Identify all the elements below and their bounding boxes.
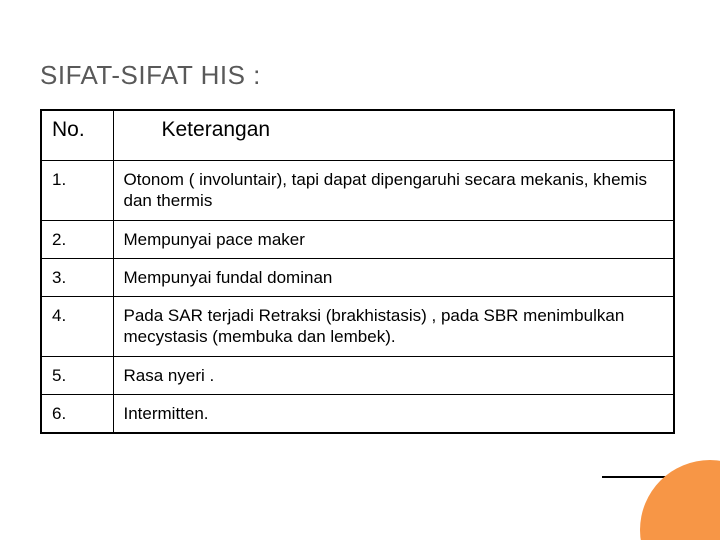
table-row: 3. Mempunyai fundal dominan: [41, 258, 674, 296]
cell-no: 3.: [41, 258, 113, 296]
cell-no: 5.: [41, 356, 113, 394]
col-header-no: No.: [41, 110, 113, 161]
table-row: 1. Otonom ( involuntair), tapi dapat dip…: [41, 161, 674, 221]
cell-no: 4.: [41, 297, 113, 357]
cell-desc: Intermitten.: [113, 394, 674, 433]
accent-line: [602, 476, 720, 478]
table-row: 2. Mempunyai pace maker: [41, 220, 674, 258]
cell-desc: Rasa nyeri .: [113, 356, 674, 394]
accent-circle-icon: [640, 460, 720, 540]
cell-no: 1.: [41, 161, 113, 221]
cell-desc: Mempunyai pace maker: [113, 220, 674, 258]
cell-no: 6.: [41, 394, 113, 433]
table-row: 5. Rasa nyeri .: [41, 356, 674, 394]
table-row: 4. Pada SAR terjadi Retraksi (brakhistas…: [41, 297, 674, 357]
cell-desc: Otonom ( involuntair), tapi dapat dipeng…: [113, 161, 674, 221]
slide: SIFAT-SIFAT HIS : No. Keterangan 1. Oton…: [0, 0, 720, 540]
page-title: SIFAT-SIFAT HIS :: [40, 60, 680, 91]
table-header-row: No. Keterangan: [41, 110, 674, 161]
cell-no: 2.: [41, 220, 113, 258]
cell-desc: Mempunyai fundal dominan: [113, 258, 674, 296]
cell-desc: Pada SAR terjadi Retraksi (brakhistasis)…: [113, 297, 674, 357]
properties-table: No. Keterangan 1. Otonom ( involuntair),…: [40, 109, 675, 434]
col-header-keterangan: Keterangan: [113, 110, 674, 161]
table-row: 6. Intermitten.: [41, 394, 674, 433]
